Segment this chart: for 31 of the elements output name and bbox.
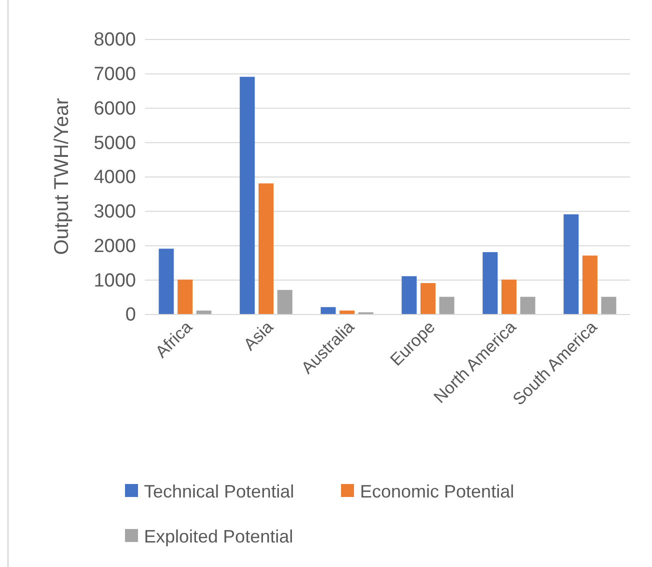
bar <box>196 310 212 314</box>
bar <box>439 296 454 314</box>
bar <box>520 296 536 314</box>
bar <box>482 252 498 314</box>
bar <box>402 276 417 314</box>
bar <box>320 307 336 314</box>
bar <box>601 296 616 314</box>
x-tick-label: Asia <box>240 317 278 354</box>
bar <box>564 214 579 314</box>
y-tick-label: 6000 <box>94 98 136 120</box>
bar <box>582 256 598 314</box>
y-tick-label: 1000 <box>94 270 136 292</box>
bar <box>277 290 292 314</box>
y-axis-title: Output TWH/Year <box>51 98 73 255</box>
y-tick-label: 7000 <box>94 64 136 86</box>
bar <box>339 310 355 314</box>
bar <box>240 76 255 314</box>
y-tick-label: 5000 <box>94 132 136 154</box>
y-tick-label: 2000 <box>94 236 136 257</box>
bar <box>178 280 193 314</box>
bar <box>501 280 516 314</box>
bar <box>258 183 274 314</box>
y-tick-label: 8000 <box>94 30 136 51</box>
y-tick-label: 3000 <box>94 202 136 223</box>
bar <box>420 283 436 314</box>
legend-label: Economic Potential <box>360 481 514 502</box>
legend-label: Technical Potential <box>144 481 294 502</box>
bar <box>158 248 174 314</box>
legend-label: Exploited Potential <box>144 526 294 546</box>
y-tick-label: 0 <box>125 304 136 326</box>
y-tick-label: 4000 <box>94 167 136 188</box>
